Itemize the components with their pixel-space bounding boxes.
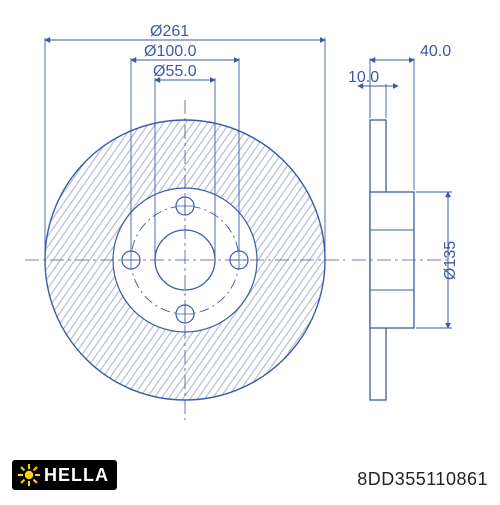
technical-diagram: Ø261 Ø100.0 Ø55.0 10.0 bbox=[0, 0, 500, 500]
brand-name: HELLA bbox=[44, 465, 109, 486]
dim-d261: Ø261 bbox=[150, 23, 189, 40]
dim-d55: Ø55.0 bbox=[153, 63, 197, 80]
dim-o40: 40.0 bbox=[420, 43, 451, 60]
side-view bbox=[352, 120, 452, 400]
hella-sun-icon bbox=[18, 464, 40, 486]
dim-d100: Ø100.0 bbox=[144, 43, 197, 60]
front-view bbox=[25, 100, 345, 420]
part-number: 8DD355110861 bbox=[357, 469, 488, 490]
brand-logo: HELLA bbox=[12, 460, 117, 490]
dim-d135: Ø135 bbox=[442, 241, 459, 280]
dim-t10: 10.0 bbox=[348, 69, 379, 86]
